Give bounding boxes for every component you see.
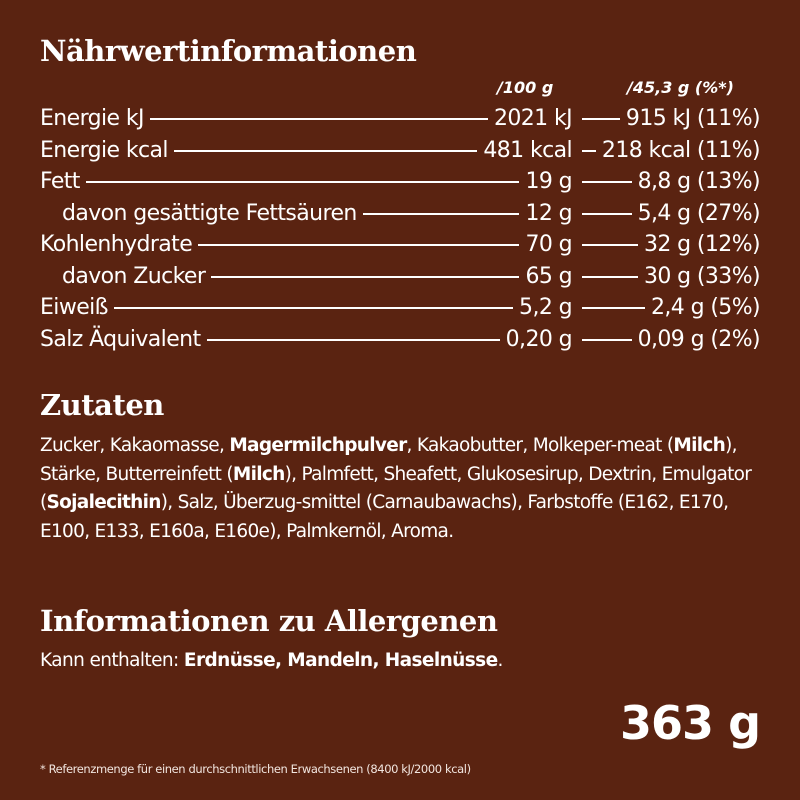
nutrition-row: Kohlenhydrate 70 g 32 g (12%): [40, 232, 761, 264]
leader-line: [149, 118, 488, 120]
nutrient-label: davon gesättigte Fettsäuren: [62, 200, 357, 226]
value-portion: 8,8 g (13%): [637, 169, 761, 194]
nutrient-label: davon Zucker: [62, 263, 206, 289]
nutrition-row: Energie kJ 2021 kJ 915 kJ (11%): [40, 106, 761, 138]
nutrient-label: Energie kJ: [40, 106, 144, 131]
value-per100: 19 g: [525, 169, 572, 194]
allergens-suffix: .: [497, 650, 504, 671]
nutrition-row: Salz Äquivalent 0,20 g 0,09 g (2%): [40, 326, 761, 359]
value-per100: 65 g: [525, 263, 572, 289]
value-portion: 32 g (12%): [643, 232, 761, 257]
allergen-ingredient: Sojalecithin: [46, 492, 162, 513]
leader-line: [582, 307, 645, 309]
nutrition-table: Energie kJ 2021 kJ 915 kJ (11%) Energie kca…: [40, 106, 761, 359]
value-portion: 2,4 g (5%): [650, 295, 761, 320]
value-portion: 5,4 g (27%): [637, 200, 761, 226]
value-portion: 218 kcal (11%): [601, 137, 761, 163]
leader-line: [582, 212, 632, 215]
allergen-ingredient: Milch: [673, 435, 726, 456]
value-per100: 0,20 g: [505, 326, 573, 352]
nutrient-label: Salz Äquivalent: [40, 326, 201, 352]
footnote: * Referenzmenge für einen durchschnittli…: [40, 762, 471, 776]
nutrition-row: Energie kcal 481 kcal 218 kcal (11%): [40, 137, 761, 170]
leader-line: [582, 181, 632, 183]
nutrition-row: davon gesättigte Fettsäuren 12 g 5,4 g (27…: [40, 200, 761, 233]
leader-line: [198, 244, 520, 246]
value-per100: 481 kcal: [483, 137, 572, 163]
ingredients-text: Zucker, Kakaomasse, Magermilchpulver, Ka…: [40, 432, 770, 546]
col-header-per100: /100 g: [497, 78, 554, 97]
value-portion: 30 g (33%): [643, 263, 761, 289]
nutrition-row: Eiweiß 5,2 g 2,4 g (5%): [40, 295, 761, 327]
value-per100: 70 g: [525, 232, 572, 257]
ingredient-text: , Kakaobutter, Molkeper-meat (: [406, 435, 675, 456]
ingredients-title: Zutaten: [40, 388, 164, 422]
allergens-title: Informationen zu Allergenen: [40, 604, 498, 638]
value-per100: 2021 kJ: [493, 106, 573, 131]
value-portion: 915 kJ (11%): [625, 106, 761, 131]
value-per100: 12 g: [525, 200, 572, 226]
nutrition-row: Fett 19 g 8,8 g (13%): [40, 169, 761, 201]
leader-line: [582, 118, 620, 120]
leader-line: [211, 275, 520, 278]
allergens-text: Kann enthalten: Erdnüsse, Mandeln, Hasel…: [40, 650, 503, 671]
ingredient-text: ), Salz, Überzug-smittel (Carnaubawachs)…: [40, 492, 729, 542]
nutrient-label: Energie kcal: [40, 137, 168, 163]
leader-line: [113, 307, 514, 309]
value-portion: 0,09 g (2%): [637, 326, 761, 352]
leader-line: [85, 181, 520, 183]
allergen-ingredient: Milch: [232, 463, 285, 485]
leader-line: [582, 338, 632, 341]
ingredient-text: ), Palmfett, Sheafett, Glukosesirup, Dex…: [40, 463, 752, 514]
ingredient-text: ), Stärke, Butterreinfett (: [40, 435, 738, 485]
ingredient-text: Zucker, Kakaomasse,: [40, 435, 230, 456]
nutrient-label: Fett: [40, 169, 80, 194]
leader-line: [582, 275, 638, 278]
allergen-ingredient: Magermilchpulver: [229, 435, 407, 456]
allergens-prefix: Kann enthalten:: [40, 650, 184, 671]
allergens-items: Erdnüsse, Mandeln, Haselnüsse: [183, 650, 498, 671]
leader-line: [362, 212, 520, 215]
nutrition-title: Nährwertinformationen: [40, 34, 417, 68]
nutrition-row: davon Zucker 65 g 30 g (33%): [40, 263, 761, 296]
col-header-portion: /45,3 g (%*): [627, 78, 734, 97]
leader-line: [582, 149, 596, 152]
net-weight: 363 g: [620, 696, 761, 750]
nutrient-label: Kohlenhydrate: [40, 232, 193, 257]
leader-line: [173, 149, 478, 152]
nutrient-label: Eiweiß: [40, 295, 109, 320]
value-per100: 5,2 g: [519, 295, 573, 320]
leader-line: [206, 338, 500, 341]
leader-line: [582, 244, 638, 246]
